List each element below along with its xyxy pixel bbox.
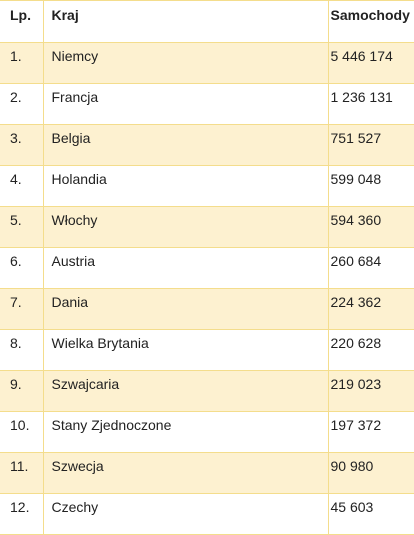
- header-cell: Kraj: [42, 0, 329, 43]
- table-cell: 220 628: [327, 329, 414, 371]
- table-row: 4. Holandia 599 048: [0, 165, 414, 207]
- table-header: Lp. Kraj Samochody: [0, 0, 414, 43]
- table-cell: Włochy: [42, 206, 329, 248]
- table-row: 1. Niemcy 5 446 174: [0, 42, 414, 84]
- table-row: 5. Włochy 594 360: [0, 206, 414, 248]
- table-row: 12. Czechy 45 603: [0, 493, 414, 535]
- table-cell: Stany Zjednoczone: [42, 411, 329, 453]
- table-cell: 45 603: [327, 493, 414, 535]
- table-cell: Szwecja: [42, 452, 329, 494]
- table-cell: 1.: [0, 42, 44, 84]
- table-cell: Wielka Brytania: [42, 329, 329, 371]
- table-cell: 4.: [0, 165, 44, 207]
- table-cell: 11.: [0, 452, 44, 494]
- table-cell: 5 446 174: [327, 42, 414, 84]
- table-row: 10. Stany Zjednoczone 197 372: [0, 411, 414, 453]
- table-cell: 751 527: [327, 124, 414, 166]
- table-row: 11. Szwecja 90 980: [0, 452, 414, 494]
- table-row: 7. Dania 224 362: [0, 288, 414, 330]
- table-cell: Dania: [42, 288, 329, 330]
- table-cell: 219 023: [327, 370, 414, 412]
- table-cell: 7.: [0, 288, 44, 330]
- table-row: 3. Belgia 751 527: [0, 124, 414, 166]
- table-body: 1. Niemcy 5 446 174 2. Francja 1 236 131 3. Bel…: [0, 42, 414, 535]
- table-cell: 594 360: [327, 206, 414, 248]
- table-cell: 1 236 131: [327, 83, 414, 125]
- table-cell: 5.: [0, 206, 44, 248]
- table-row: 6. Austria 260 684: [0, 247, 414, 289]
- table-row: 8. Wielka Brytania 220 628: [0, 329, 414, 371]
- table-row: 2. Francja 1 236 131: [0, 83, 414, 125]
- table-cell: Holandia: [42, 165, 329, 207]
- header-cell: Lp.: [0, 0, 44, 43]
- table-cell: 599 048: [327, 165, 414, 207]
- table-cell: 90 980: [327, 452, 414, 494]
- header-row: Lp. Kraj Samochody: [0, 0, 414, 43]
- table-cell: 10.: [0, 411, 44, 453]
- table-cell: 6.: [0, 247, 44, 289]
- table-cell: Austria: [42, 247, 329, 289]
- table-cell: Szwajcaria: [42, 370, 329, 412]
- table-cell: Niemcy: [42, 42, 329, 84]
- table-cell: 12.: [0, 493, 44, 535]
- table-cell: 224 362: [327, 288, 414, 330]
- table-cell: 9.: [0, 370, 44, 412]
- table-cell: 3.: [0, 124, 44, 166]
- table-row: 9. Szwajcaria 219 023: [0, 370, 414, 412]
- table-cell: 197 372: [327, 411, 414, 453]
- table-cell: Belgia: [42, 124, 329, 166]
- table-cell: Francja: [42, 83, 329, 125]
- table-cell: 8.: [0, 329, 44, 371]
- table-cell: Czechy: [42, 493, 329, 535]
- table-cell: 2.: [0, 83, 44, 125]
- table-cell: 260 684: [327, 247, 414, 289]
- header-cell: Samochody: [327, 0, 414, 43]
